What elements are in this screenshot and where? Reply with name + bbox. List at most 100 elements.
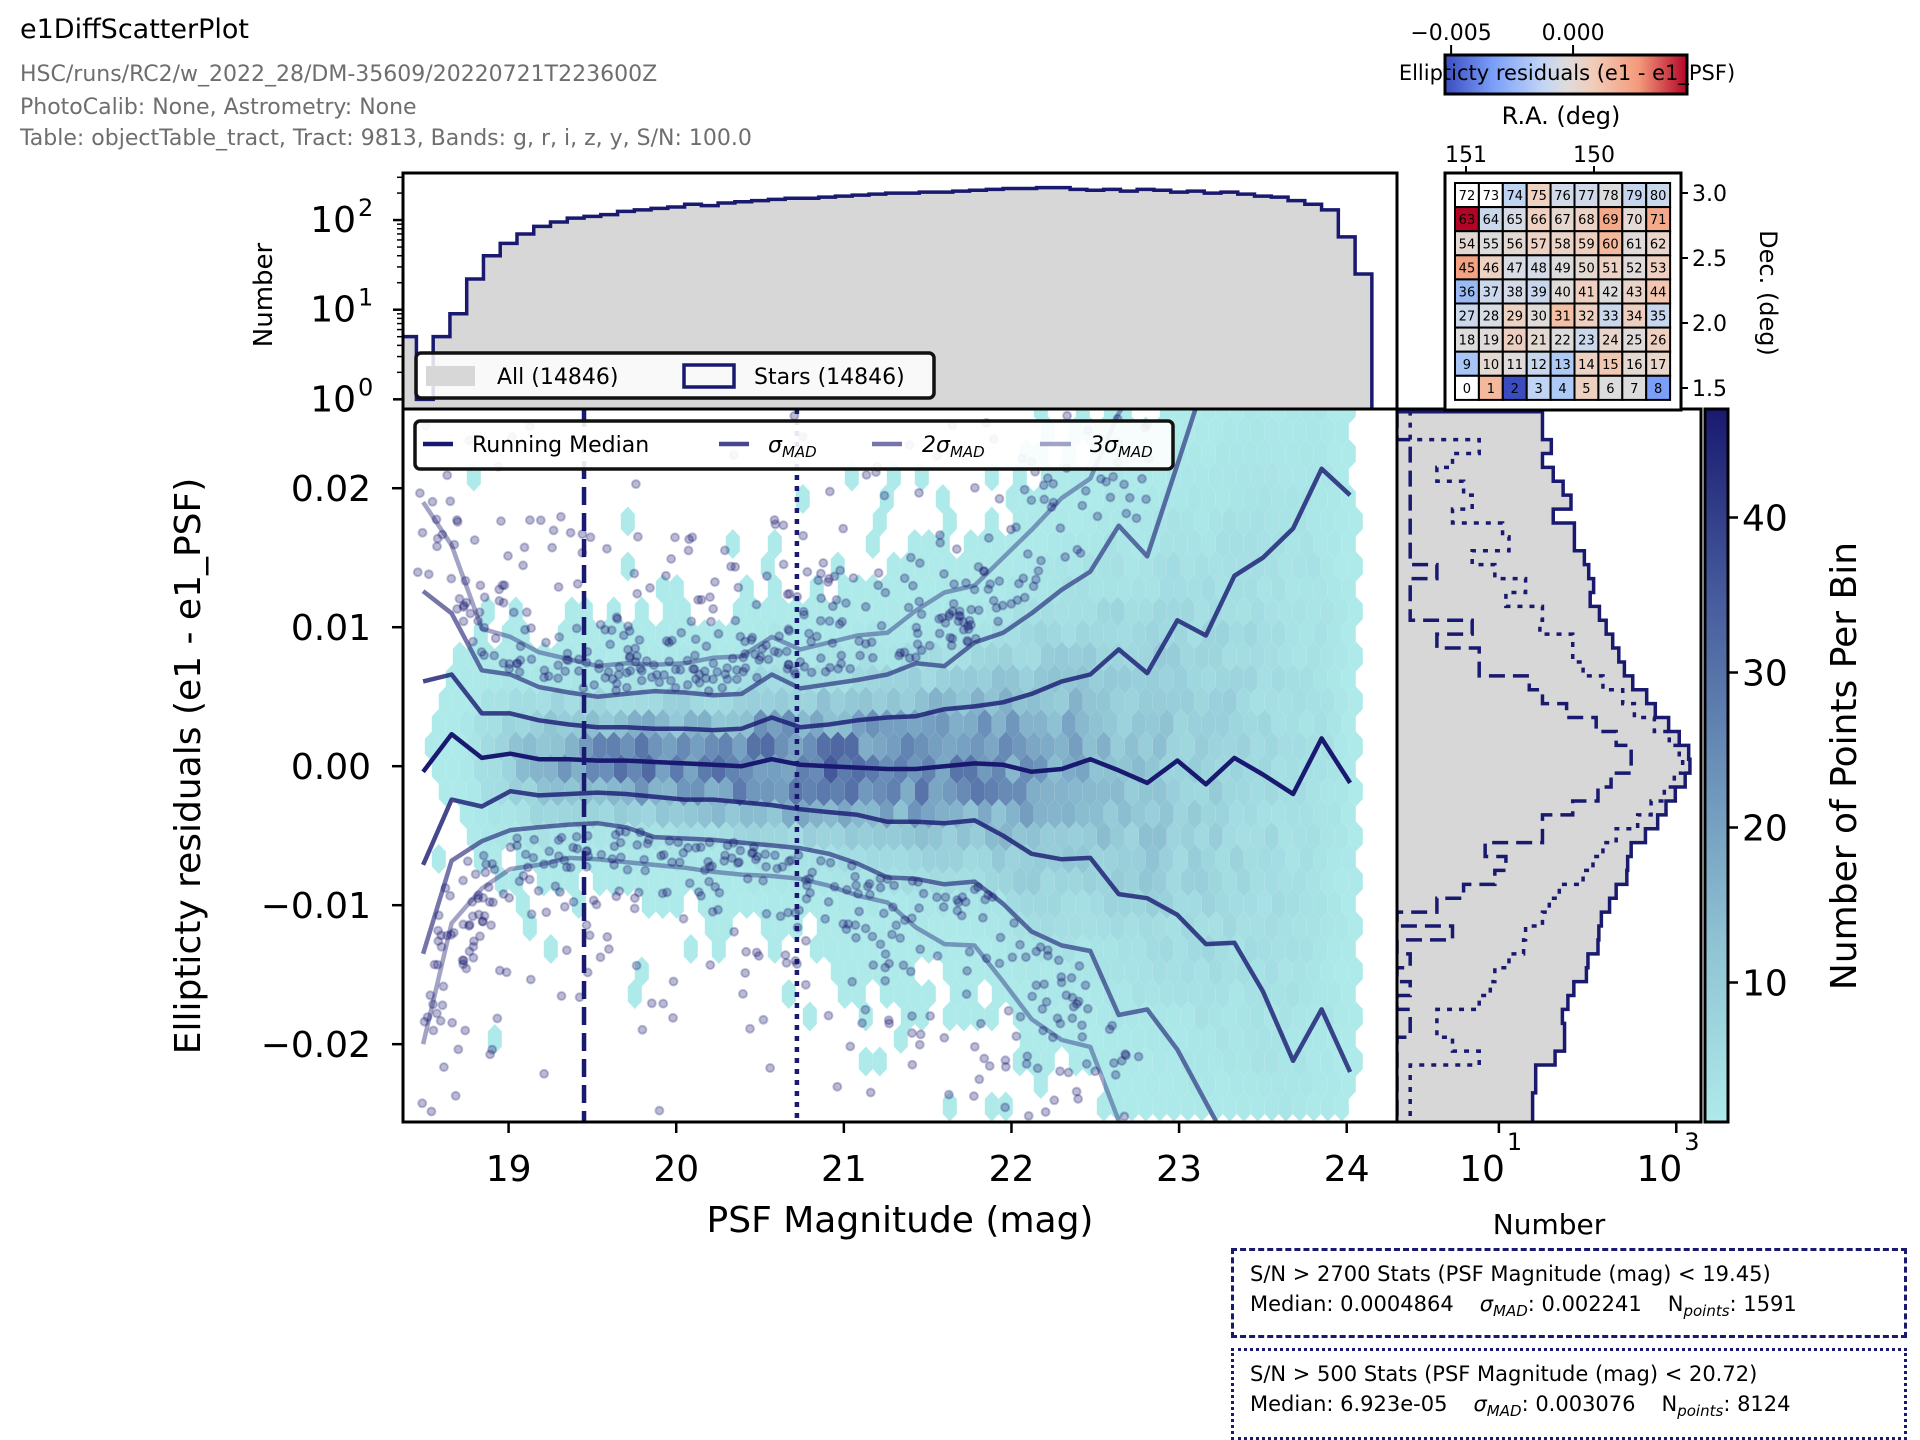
outlier-point — [1013, 578, 1024, 589]
hexbin-cell — [1285, 934, 1300, 964]
hexbin-cell — [830, 866, 845, 897]
hexbin-cell — [907, 619, 922, 649]
hexbin-cell — [1320, 506, 1335, 537]
hexbin-cell — [1229, 664, 1244, 694]
hexbin-cell — [1145, 979, 1160, 1009]
outlier-point — [458, 959, 469, 970]
hexbin-cell — [942, 1001, 957, 1032]
hexbin-cell — [858, 866, 873, 897]
hexbin-cell — [1082, 686, 1097, 717]
hexbin-cell — [557, 619, 572, 649]
tract-patch-id: 36 — [1459, 285, 1476, 300]
hexbin-cell — [921, 664, 936, 694]
hexbin-cell — [515, 619, 530, 649]
hexbin-cell — [711, 754, 726, 784]
stats-sigma-sub: MAD — [1493, 1302, 1528, 1320]
hexbin-cell — [760, 551, 775, 582]
hexbin-cell — [900, 776, 915, 807]
outlier-point — [873, 568, 884, 578]
tract-patch-id: 46 — [1483, 261, 1500, 276]
hexbin-cell — [1019, 709, 1034, 739]
hexbin-cell — [1327, 934, 1342, 964]
side-histogram-dotted-outline — [1397, 410, 1685, 1121]
outlier-point — [873, 580, 884, 591]
hexbin-cell — [788, 776, 803, 807]
legend-3sigma-sub: MAD — [1118, 443, 1153, 461]
outlier-point — [571, 623, 582, 634]
all-side-histogram-bar — [1397, 870, 1627, 885]
outlier-point — [1039, 494, 1050, 505]
outlier-point — [468, 936, 479, 947]
outlier-point — [931, 892, 942, 903]
hexbin-cell — [1180, 956, 1195, 987]
hexbin-cell — [949, 664, 964, 694]
outlier-point — [757, 643, 768, 654]
hexbin-cell — [1215, 484, 1230, 514]
hexbin-cell — [683, 799, 698, 829]
outlier-point — [591, 899, 602, 910]
outlier-point — [938, 902, 949, 912]
hexbin-cell — [935, 754, 950, 784]
tract-patch-id: 44 — [1650, 285, 1667, 300]
outlier-point — [687, 532, 698, 543]
hexbin-cell — [1054, 776, 1069, 807]
hexbin-cell — [1173, 709, 1188, 739]
hexbin-cell — [1257, 934, 1272, 964]
hexbin-cell — [634, 776, 649, 807]
hexbin-cell — [1187, 439, 1202, 469]
hexbin-cell — [1327, 574, 1342, 604]
hexbin-cell — [669, 844, 684, 874]
outlier-point — [801, 880, 812, 891]
tract-patch-id: 19 — [1483, 334, 1500, 349]
hexbin-cell — [914, 551, 929, 582]
outlier-point — [446, 573, 457, 584]
outlier-point — [657, 888, 668, 899]
hexbin-cell — [935, 574, 950, 604]
all-histogram-bar — [1204, 193, 1222, 409]
hexbin-cell — [746, 686, 761, 717]
outlier-point — [600, 672, 611, 683]
hexbin-cell — [1278, 911, 1293, 942]
hexbin-cell — [746, 866, 761, 897]
outlier-point — [823, 896, 834, 907]
hexbin-cell — [984, 551, 999, 582]
outlier-point — [914, 596, 925, 607]
hexbin-cell — [1243, 619, 1258, 649]
hexbin-cell — [1026, 776, 1041, 807]
outlier-point — [629, 893, 640, 904]
hexbin-cell — [1026, 1046, 1041, 1077]
outlier-point — [1030, 574, 1041, 585]
hexbin-cell — [1047, 619, 1062, 649]
hexbin-cell — [872, 956, 887, 987]
outlier-point — [939, 568, 949, 579]
outlier-point — [862, 881, 873, 892]
hexbin-cell — [1117, 979, 1132, 1009]
outlier-point — [704, 861, 715, 872]
hexbin-cell — [690, 866, 705, 897]
hexbin-cell — [865, 934, 880, 964]
hexbin-cell — [858, 911, 873, 942]
outlier-point — [841, 924, 852, 935]
outlier-point — [1000, 1061, 1011, 1072]
outlier-point — [966, 619, 976, 630]
tract-patch-id: 22 — [1554, 334, 1571, 349]
outlier-point — [916, 609, 927, 620]
hexbin-cell — [1082, 506, 1097, 537]
outlier-point — [629, 568, 640, 579]
hexbin-cell — [1012, 956, 1027, 987]
outlier-point — [544, 846, 555, 857]
hexbin-cell — [494, 686, 509, 717]
outlier-point — [514, 667, 525, 678]
hexbin-cell — [914, 731, 929, 762]
outlier-point — [991, 602, 1002, 613]
hexbin-cell — [1229, 709, 1244, 739]
hexbin-cell — [1145, 1069, 1160, 1099]
hexbin-cell — [1180, 551, 1195, 582]
x-tick-label-exponent: 3 — [1684, 1128, 1699, 1156]
hexbin-cell — [1054, 866, 1069, 897]
outlier-point — [1006, 598, 1017, 609]
outlier-point — [915, 944, 926, 955]
